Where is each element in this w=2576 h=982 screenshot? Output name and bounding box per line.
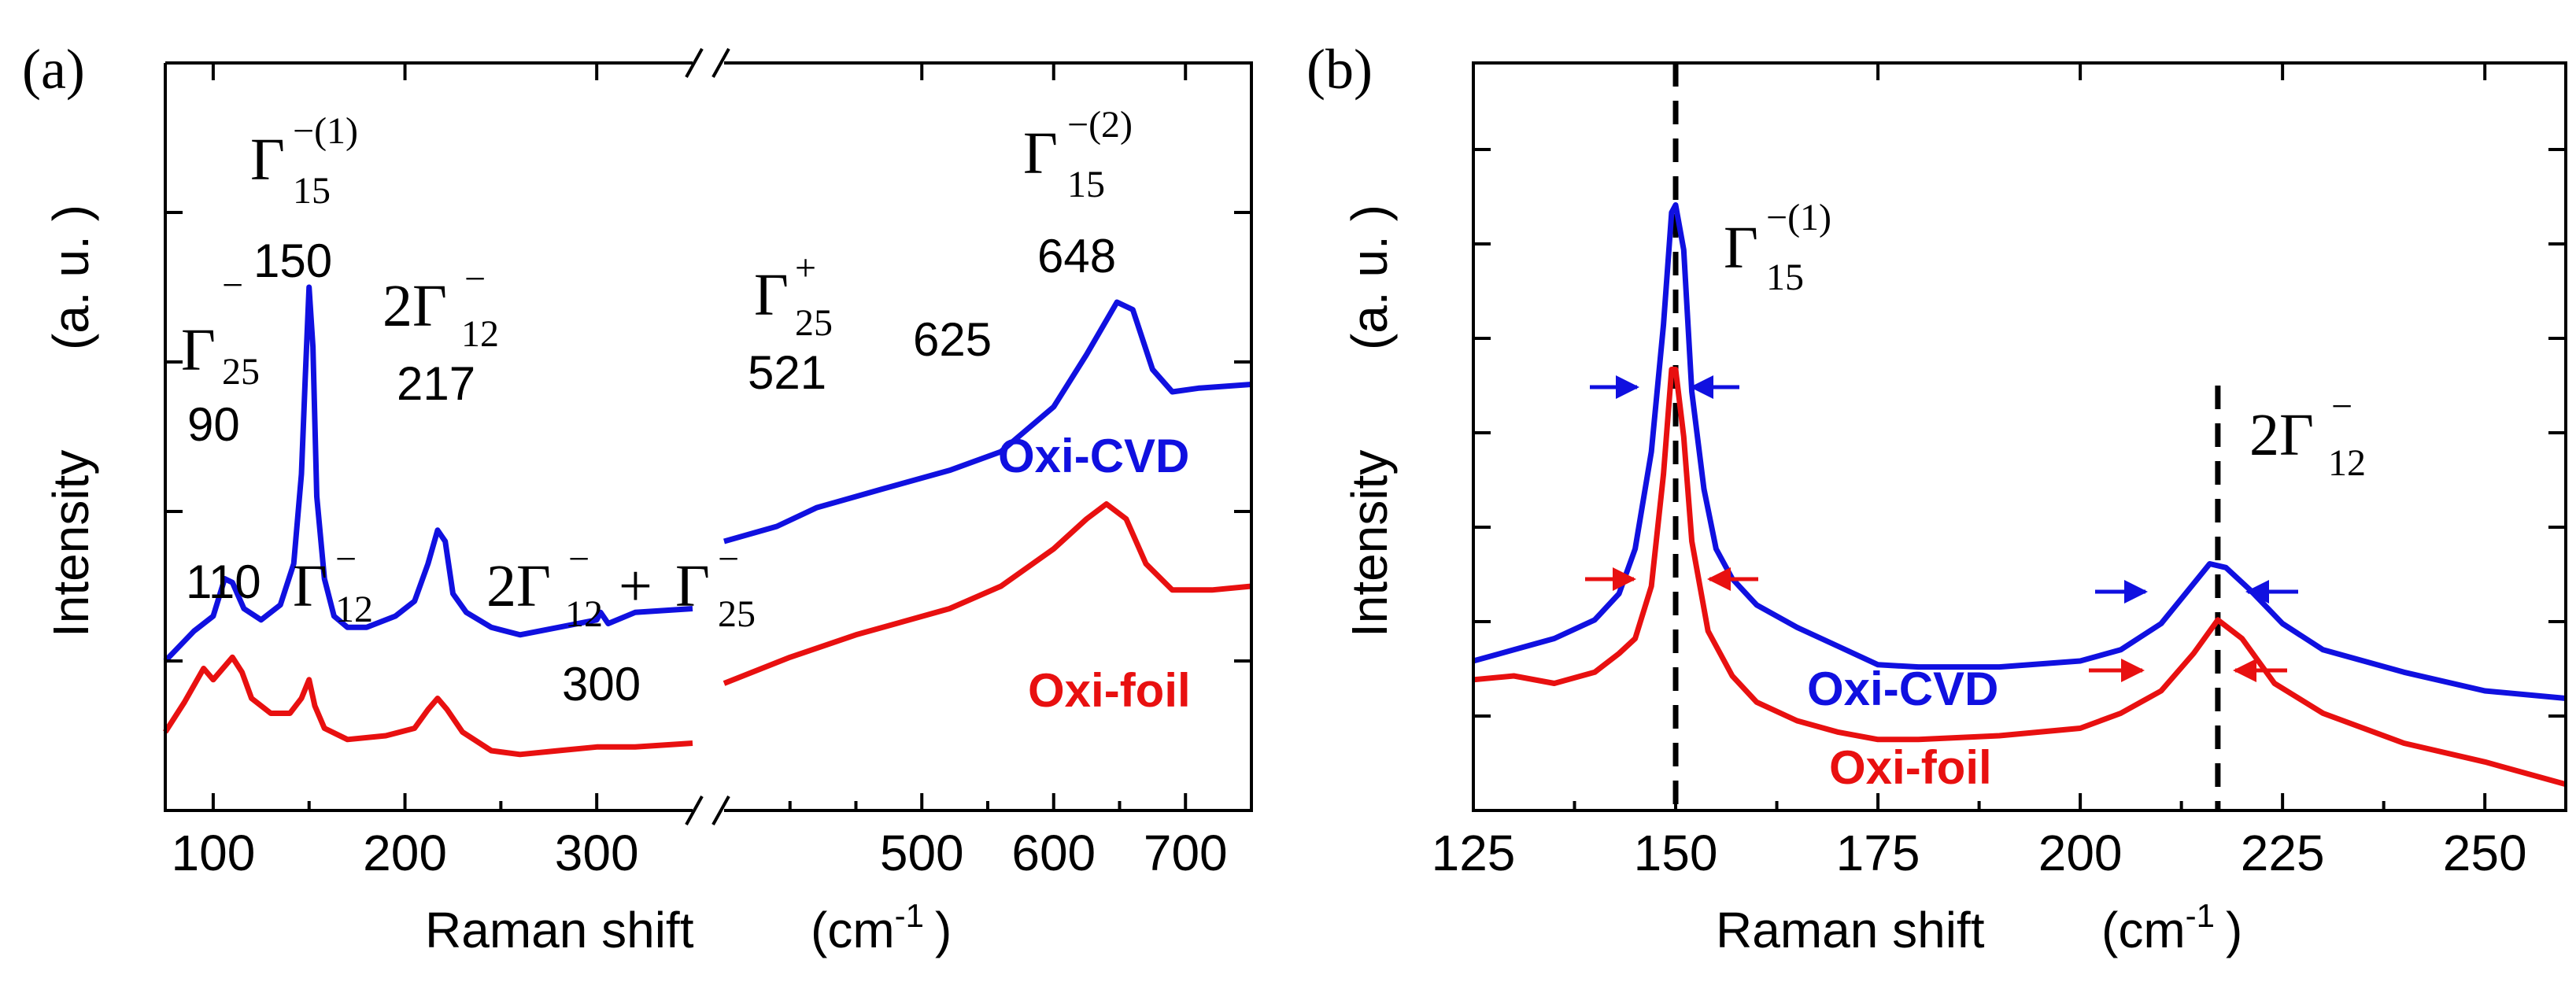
panel-b-dashed-lines [1672, 63, 2221, 810]
svg-text:15: 15 [1067, 164, 1105, 205]
svg-text:2Γ: 2Γ [486, 553, 551, 619]
panel-b-xunit: (cm-1) [2101, 897, 2242, 958]
svg-text:25: 25 [795, 302, 833, 344]
annotation-gamma12-110: 110 Γ − 12 [186, 538, 373, 630]
svg-text:217: 217 [397, 357, 475, 410]
panel-b-xtick-label: 175 [1836, 825, 1920, 881]
panel-b-xtick-label: 250 [2443, 825, 2527, 881]
panel-b-series [1473, 202, 2567, 788]
svg-text:−: − [568, 538, 589, 580]
svg-text:25: 25 [718, 593, 756, 635]
panel-a-xunit: (cm-1) [811, 897, 952, 958]
svg-text:150: 150 [253, 234, 332, 287]
svg-text:300: 300 [562, 658, 641, 711]
svg-text:12: 12 [2328, 442, 2366, 484]
panel-a: (a) 100 200 300 500 600 700 Raman shift (cm-1… [22, 38, 1253, 958]
panel-b-yunit: (a. u. ) [1341, 205, 1398, 350]
panel-a-ticks: 100 200 300 500 600 700 [165, 63, 1251, 881]
svg-text:−(1): −(1) [293, 110, 358, 152]
svg-text:−: − [718, 538, 739, 580]
fwhm-arrows-cvd [1590, 375, 2298, 604]
panel-a-series [163, 284, 1252, 758]
svg-text:15: 15 [293, 170, 331, 212]
panel-b-label-oxi-cvd: Oxi-CVD [1807, 663, 1998, 715]
svg-text:521: 521 [748, 346, 826, 399]
svg-text:15: 15 [1766, 257, 1804, 298]
panel-a-xtick-label: 700 [1144, 825, 1228, 881]
panel-b-xtick-label: 200 [2038, 825, 2123, 881]
panel-a-xtick-label: 100 [172, 825, 256, 881]
panel-a-label: (a) [22, 38, 85, 101]
svg-text:+: + [619, 553, 652, 619]
svg-text:2Γ: 2Γ [2249, 402, 2314, 468]
svg-text:−: − [335, 538, 357, 580]
panel-b-ylabel: Intensity [1341, 450, 1398, 637]
svg-text:−: − [464, 258, 486, 300]
fwhm-arrows-foil [1585, 567, 2287, 682]
annotation-gamma15-2: Γ −(2) 15 648 [1023, 104, 1133, 282]
panel-b-xtick-label: 150 [1634, 825, 1718, 881]
panel-a-xtick-label: 200 [363, 825, 447, 881]
panel-b-ticks: 125 150 175 200 225 250 [1432, 63, 2566, 881]
panel-a-ylabel: Intensity [43, 450, 99, 637]
panel-a-line-oxi-foil-seg2 [723, 501, 1252, 686]
svg-text:−(2): −(2) [1067, 104, 1133, 146]
panel-b-xtick-label: 125 [1432, 825, 1516, 881]
panel-b-line-oxi-foil [1473, 367, 2567, 788]
svg-text:12: 12 [461, 313, 499, 355]
annotation-625: 625 [913, 313, 992, 366]
svg-text:25: 25 [222, 351, 260, 393]
panel-a-label-oxi-foil: Oxi-foil [1028, 664, 1191, 717]
annotation-gamma15-1: Γ −(1) 15 150 [250, 110, 358, 287]
annotation-b-2gamma12: 2Γ − 12 [2249, 386, 2366, 484]
panel-a-xtick-label: 500 [880, 825, 964, 881]
panel-a-xtick-label: 600 [1011, 825, 1096, 881]
annotation-2gamma12: 2Γ − 12 217 [383, 258, 499, 410]
svg-text:Γ: Γ [250, 127, 285, 193]
panel-a-xlabel: Raman shift [425, 902, 694, 958]
axis-break-bottom [685, 796, 730, 825]
panel-b-label: (b) [1306, 38, 1373, 101]
svg-text:Γ: Γ [754, 262, 789, 328]
svg-text:625: 625 [913, 313, 992, 366]
svg-text:2Γ: 2Γ [383, 273, 447, 339]
panel-b-frame [1472, 61, 2567, 812]
svg-text:648: 648 [1037, 230, 1116, 282]
svg-text:Γ: Γ [1724, 215, 1758, 281]
svg-text:Γ: Γ [675, 553, 710, 619]
panel-a-line-oxi-cvd-seg1 [163, 284, 693, 663]
svg-text:12: 12 [565, 593, 603, 635]
panel-b: (b) 125 150 175 200 225 250 Γ −(1) 15 2Γ − 12 [1306, 38, 2567, 958]
svg-text:−: − [2331, 386, 2352, 427]
annotation-b-gamma15-1: Γ −(1) 15 [1724, 197, 1831, 298]
panel-b-xlabel: Raman shift [1716, 902, 1985, 958]
annotation-gamma25-plus: Γ + 25 521 [748, 247, 833, 399]
svg-text:Γ: Γ [293, 553, 327, 619]
svg-text:Γ: Γ [181, 317, 216, 383]
annotation-gamma25-minus: Γ − 25 90 [181, 264, 260, 451]
panel-a-yunit: (a. u. ) [43, 205, 99, 350]
svg-text:+: + [795, 247, 816, 289]
svg-text:110: 110 [186, 556, 261, 608]
panel-b-line-oxi-cvd [1473, 202, 2567, 701]
panel-a-label-oxi-cvd: Oxi-CVD [998, 430, 1189, 482]
panel-a-line-oxi-foil-seg1 [163, 654, 693, 758]
panel-a-line-oxi-cvd-seg2 [723, 299, 1252, 545]
svg-text:90: 90 [187, 398, 240, 451]
panel-b-label-oxi-foil: Oxi-foil [1829, 741, 1992, 794]
svg-text:−(1): −(1) [1766, 197, 1831, 238]
panel-a-xtick-label: 300 [555, 825, 639, 881]
svg-text:12: 12 [335, 589, 373, 630]
axis-break-top [685, 48, 730, 78]
panel-b-xtick-label: 225 [2241, 825, 2325, 881]
svg-text:Γ: Γ [1023, 120, 1058, 186]
annotation-2gamma12-plus-gamma25: 2Γ − 12 + Γ − 25 300 [486, 538, 756, 711]
svg-text:−: − [222, 264, 243, 306]
